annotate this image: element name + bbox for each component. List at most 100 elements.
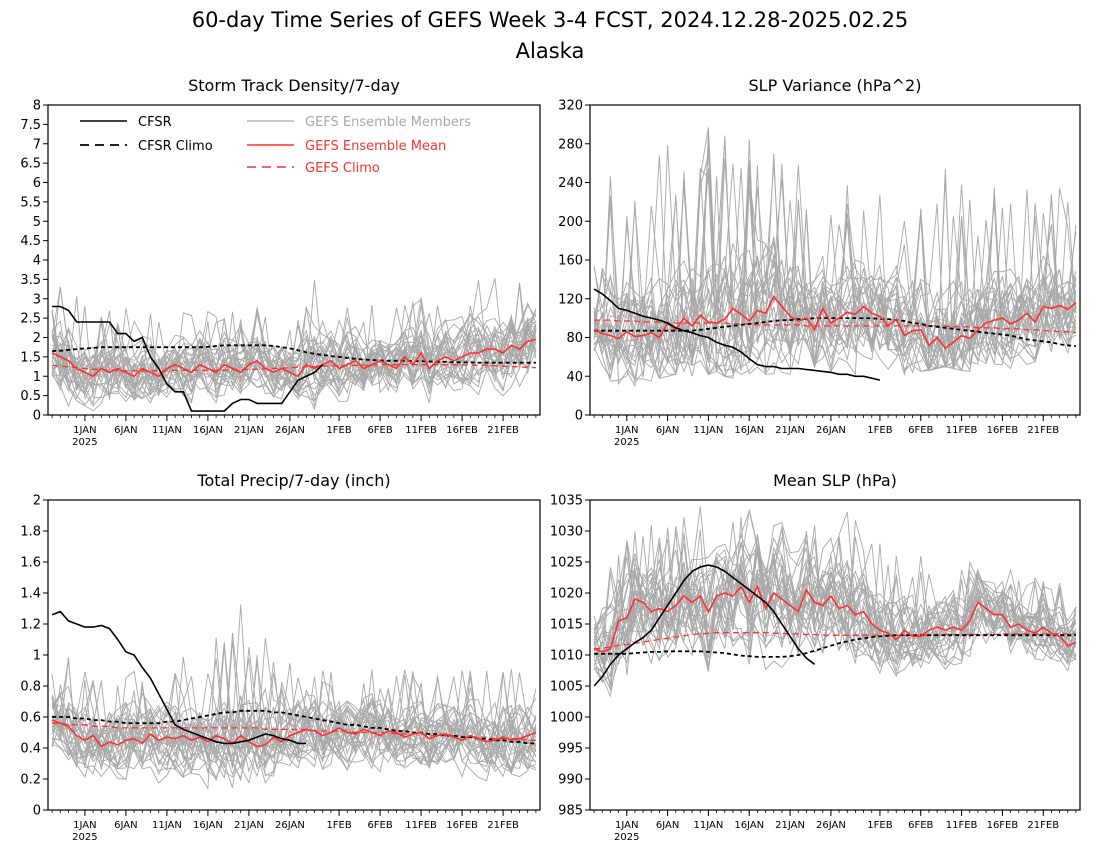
x-year-label: 2025 — [72, 832, 97, 843]
y-tick-label: 240 — [558, 176, 583, 191]
y-tick-label: 6.5 — [20, 157, 41, 172]
x-tick-label: 21FEB — [487, 820, 519, 831]
x-tick-label: 21JAN — [234, 425, 264, 436]
y-tick-label: 0.2 — [20, 773, 41, 788]
x-tick-label: 1FEB — [326, 820, 351, 831]
ensemble-member-line — [51, 658, 536, 766]
y-tick-label: 8 — [33, 99, 41, 114]
y-tick-label: 2 — [33, 331, 41, 346]
x-tick-label: 21JAN — [775, 425, 805, 436]
x-tick-label: 1JAN — [615, 425, 638, 436]
y-tick-label: 1005 — [550, 680, 583, 695]
panel-title: Storm Track Density/7-day — [188, 76, 400, 95]
y-tick-label: 985 — [558, 804, 583, 819]
ensemble-member-line — [593, 177, 1077, 371]
panel-3: Total Precip/7-day (inch)00.20.40.60.811… — [20, 471, 541, 843]
y-tick-label: 200 — [558, 215, 583, 230]
x-tick-label: 21FEB — [1027, 820, 1059, 831]
series-line-cfsr — [51, 610, 307, 745]
x-tick-label: 11FEB — [405, 425, 437, 436]
panel-2: SLP Variance (hPa^2) 0 40 80 120 160 200 240 280… — [558, 76, 1081, 448]
y-tick-label: 0.6 — [20, 711, 41, 726]
ensemble-member-line — [594, 167, 1077, 371]
y-tick-label: 320 — [558, 99, 583, 114]
y-tick-label: 0 — [33, 409, 41, 424]
ensemble-member-line — [51, 673, 536, 784]
plot-area — [51, 277, 537, 412]
y-tick-label: 1.2 — [20, 618, 41, 633]
x-tick-label: 6JAN — [114, 425, 137, 436]
y-tick-label: 1.6 — [20, 556, 41, 571]
ensemble-member-line — [51, 661, 537, 771]
panel-4: Mean SLP (hPa) 985 990 995 1000 1005 1010 1015 1… — [550, 471, 1081, 843]
y-tick-label: 120 — [558, 292, 583, 307]
x-tick-label: 11JAN — [152, 425, 182, 436]
x-tick-label: 6JAN — [114, 820, 137, 831]
legend-label-cfsr-climo: CFSR Climo — [138, 139, 213, 154]
y-tick-label: 2 — [33, 494, 41, 509]
y-tick-label: 0.4 — [20, 742, 41, 757]
x-tick-label: 21JAN — [234, 820, 264, 831]
series-line-gefs-ensemble-mean — [593, 584, 1077, 653]
y-tick-label: 995 — [558, 742, 583, 757]
x-tick-label: 11JAN — [694, 425, 724, 436]
y-tick-label: 1.5 — [20, 350, 41, 365]
y-tick-label: 0 — [575, 409, 583, 424]
x-tick-label: 6FEB — [908, 820, 933, 831]
ensemble-member-line — [593, 543, 1077, 660]
series-line-cfsr — [52, 305, 324, 412]
x-tick-label: 16JAN — [734, 820, 764, 831]
y-tick-label: 1 — [33, 649, 41, 664]
x-tick-label: 11JAN — [152, 820, 182, 831]
y-tick-label: 3.5 — [20, 273, 41, 288]
x-tick-label: 1FEB — [326, 425, 351, 436]
panel-title: Total Precip/7-day (inch) — [196, 471, 390, 490]
y-tick-label: 40 — [566, 370, 583, 385]
series-line-gefs-ensemble-mean — [51, 719, 537, 748]
series-line-gefs-climo — [594, 319, 1076, 334]
x-tick-label: 16JAN — [734, 425, 764, 436]
plot-area — [593, 506, 1077, 698]
legend-label-gefs-climo: GEFS Climo — [305, 161, 380, 176]
x-tick-label: 11FEB — [946, 820, 978, 831]
ensemble-member-line — [593, 176, 1077, 379]
y-tick-label: 4.5 — [20, 234, 41, 249]
x-tick-label: 1JAN — [73, 820, 96, 831]
ensemble-member-line — [593, 167, 1077, 379]
y-tick-label: 1.8 — [20, 525, 41, 540]
y-tick-label: 0 — [33, 804, 41, 819]
ensemble-member-line — [51, 308, 537, 397]
series-line-cfsr-climo — [594, 317, 1076, 348]
x-tick-label: 6FEB — [908, 425, 933, 436]
x-tick-label: 6FEB — [367, 820, 392, 831]
y-tick-label: 5.5 — [20, 195, 41, 210]
x-tick-label: 21FEB — [1027, 425, 1059, 436]
y-tick-label: 990 — [558, 773, 583, 788]
ensemble-member-line — [51, 669, 537, 779]
ensemble-member-line — [52, 309, 537, 392]
legend-label-cfsr: CFSR — [138, 115, 172, 130]
ensemble-member-line — [51, 304, 537, 399]
ensemble-member-line — [593, 516, 1077, 668]
ensemble-member-line — [593, 520, 1077, 665]
x-tick-label: 16FEB — [987, 425, 1019, 436]
x-tick-label: 1JAN — [73, 425, 96, 436]
series-line-gefs-ensemble-mean — [593, 295, 1077, 350]
y-tick-label: 1.4 — [20, 587, 41, 602]
y-tick-label: 1030 — [550, 525, 583, 540]
y-tick-label: 80 — [566, 331, 583, 346]
x-tick-label: 1FEB — [867, 425, 892, 436]
ensemble-member-line — [593, 552, 1077, 672]
plot-area — [51, 604, 537, 791]
plot-area — [593, 127, 1077, 388]
y-tick-label: 1020 — [550, 587, 583, 602]
y-tick-label: 1010 — [550, 649, 583, 664]
x-tick-label: 6FEB — [367, 425, 392, 436]
x-tick-label: 26JAN — [275, 425, 305, 436]
y-tick-label: 1 — [33, 370, 41, 385]
x-year-label: 2025 — [614, 437, 639, 448]
series-line-gefs-climo — [594, 632, 1076, 650]
x-tick-label: 16JAN — [193, 820, 223, 831]
x-tick-label: 21JAN — [775, 820, 805, 831]
x-tick-label: 16FEB — [446, 820, 478, 831]
